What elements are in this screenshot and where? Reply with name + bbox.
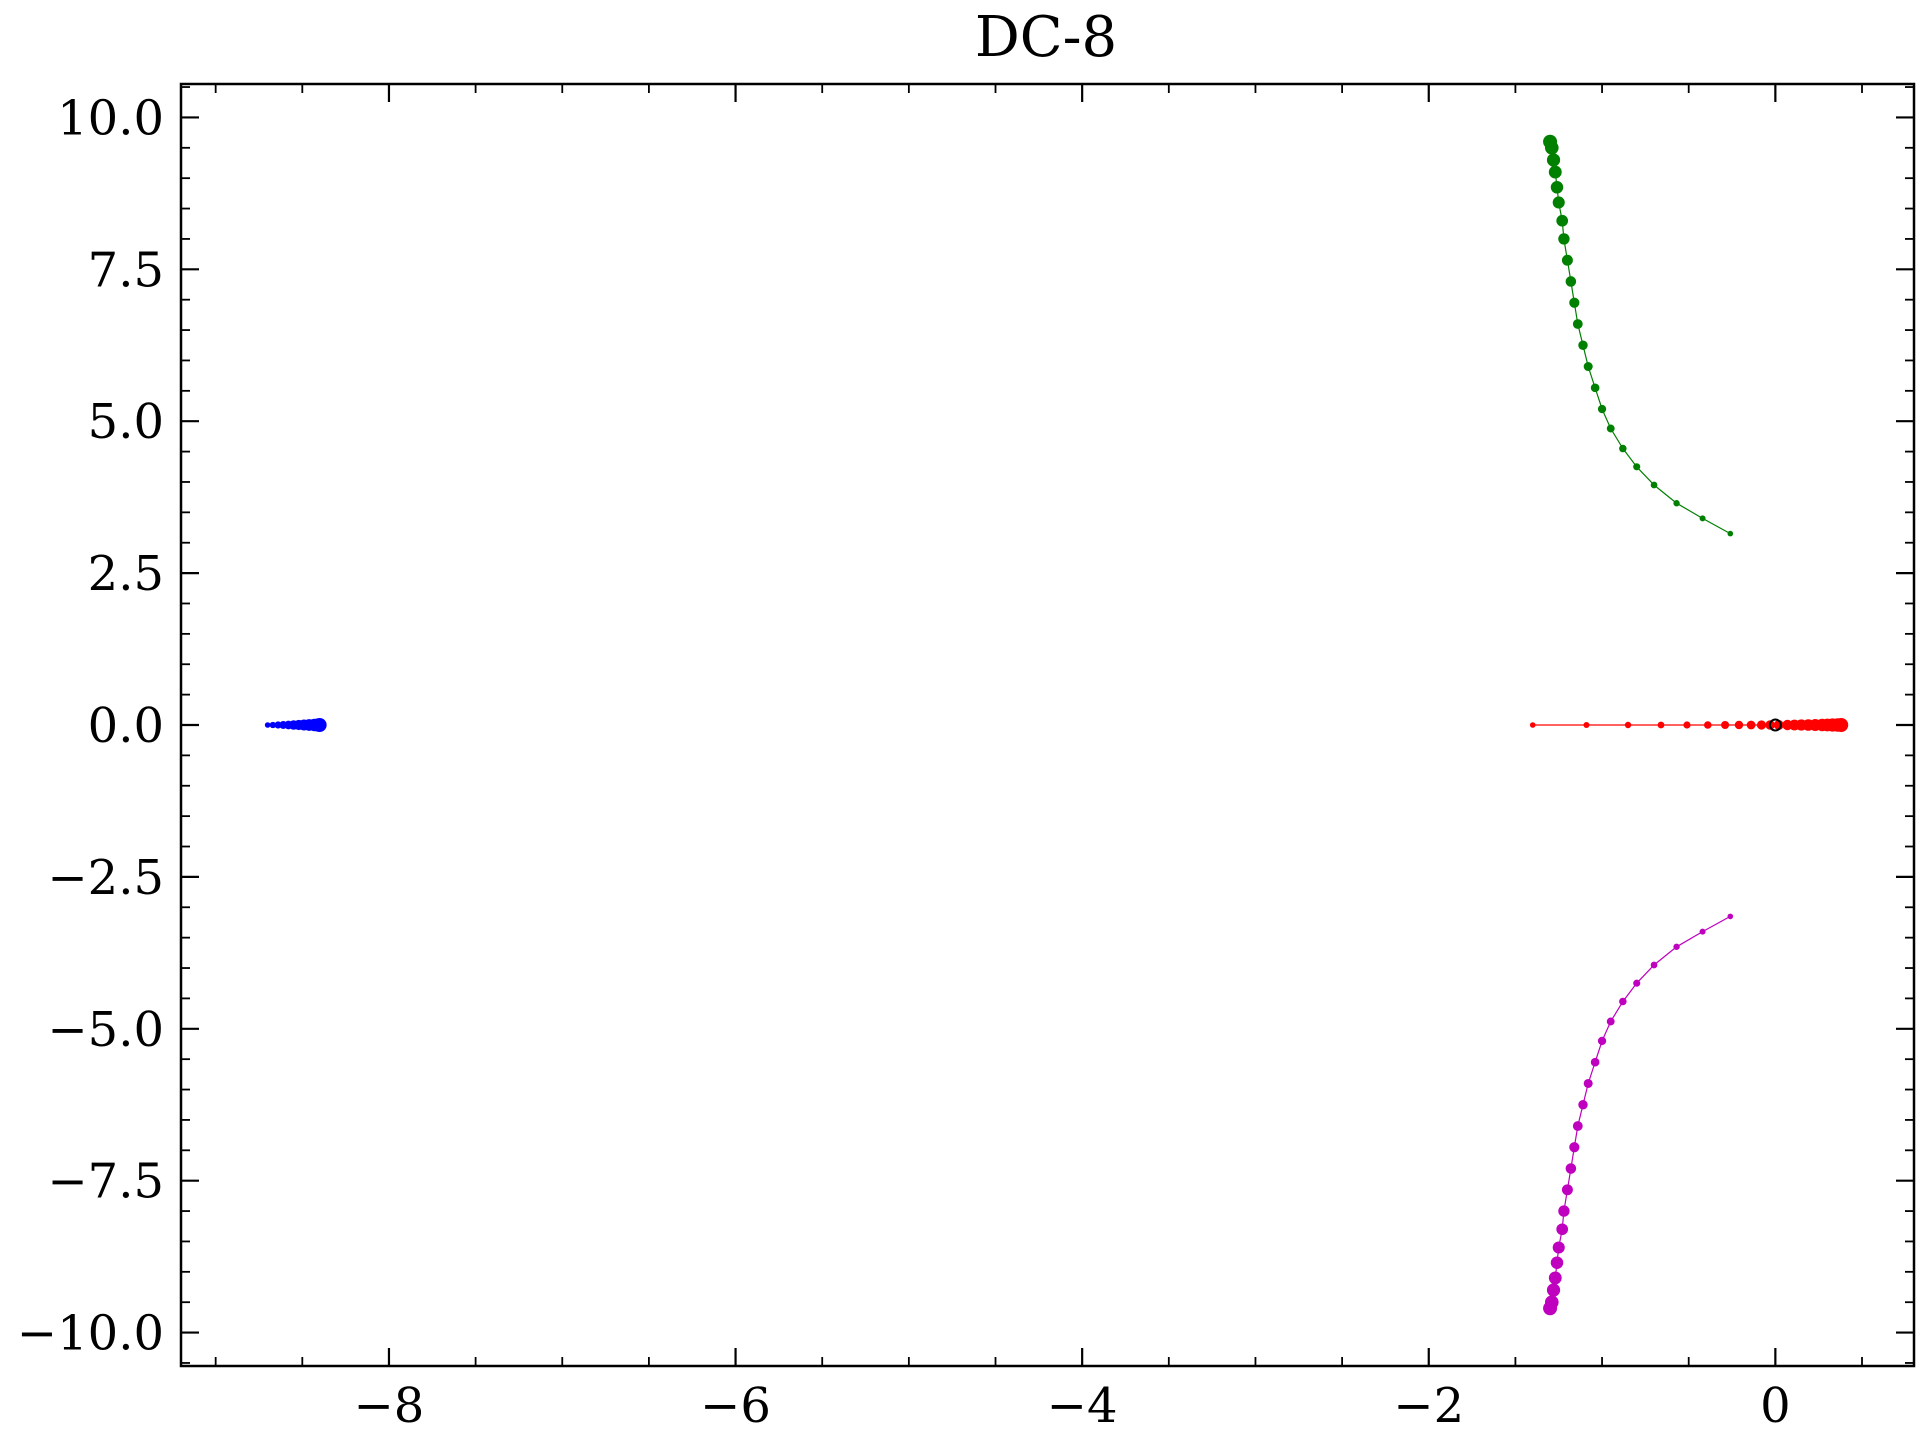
y-tick-label: 0.0 (88, 698, 164, 754)
x-tick-label: 0 (1760, 1378, 1791, 1434)
major-ticks (181, 84, 1914, 1366)
data-point (1583, 1078, 1593, 1088)
data-point (1673, 500, 1680, 507)
data-point (312, 718, 327, 732)
data-point (1550, 181, 1564, 194)
y-tick-label: 7.5 (88, 242, 164, 298)
data-point (1597, 1036, 1607, 1046)
data-point (1583, 362, 1593, 372)
data-point (1727, 530, 1734, 537)
y-tick-label: 10.0 (57, 90, 164, 146)
tick-labels: −8 −6 −4 −2 0 10.0 7.5 5.0 2.5 0.0 −2.5 −5.0 −7.5 −10… (17, 90, 1791, 1434)
data-point (1558, 1205, 1570, 1217)
data-point (1578, 1100, 1588, 1110)
data-point (1721, 721, 1730, 729)
data-point (1727, 913, 1734, 920)
series-layer (264, 134, 1849, 1316)
data-point (1633, 979, 1641, 987)
data-point (1558, 233, 1570, 245)
y-tick-label: −5.0 (47, 1002, 164, 1058)
plot-frame (179, 82, 1916, 1368)
data-point (1561, 254, 1573, 266)
data-point (1683, 721, 1691, 729)
data-point (1561, 1184, 1573, 1196)
data-point (1746, 720, 1756, 730)
data-point (269, 721, 277, 729)
data-point (1556, 1223, 1569, 1236)
y-tick-label: −2.5 (47, 850, 164, 906)
data-point (1619, 997, 1627, 1006)
data-point (1606, 1017, 1615, 1026)
x-tick-label: −8 (354, 1378, 425, 1434)
series-1 (1529, 718, 1849, 732)
data-point (1569, 297, 1580, 308)
data-point (1546, 1283, 1561, 1297)
chart-title: DC-8 (975, 5, 1117, 70)
data-point (1543, 1301, 1558, 1316)
data-point (1834, 718, 1849, 732)
data-point (1565, 1163, 1577, 1174)
y-tick-label: 2.5 (88, 546, 164, 602)
data-point (1703, 721, 1712, 729)
data-point (1550, 1256, 1564, 1269)
data-point (1556, 214, 1569, 227)
data-point (1699, 928, 1706, 935)
data-point (1529, 722, 1536, 728)
data-point (1734, 720, 1744, 730)
data-point (1548, 1271, 1562, 1285)
data-point (1552, 196, 1565, 209)
data-point (1572, 1121, 1583, 1131)
data-point (1606, 424, 1615, 433)
x-tick-label: −4 (1047, 1378, 1118, 1434)
data-point (1624, 721, 1632, 729)
series-line (1549, 141, 1731, 535)
data-point (1572, 319, 1583, 329)
data-point (1619, 444, 1627, 453)
annotation-layer (1768, 718, 1782, 732)
y-tick-label: −7.5 (47, 1154, 164, 1210)
data-point (1578, 340, 1588, 350)
data-point (1569, 1142, 1580, 1153)
x-tick-label: −2 (1393, 1378, 1464, 1434)
data-point (1673, 943, 1680, 950)
x-tick-label: −6 (700, 1378, 771, 1434)
data-point (1590, 1057, 1600, 1067)
series-line (1549, 915, 1731, 1309)
data-point (1590, 383, 1600, 393)
data-point (1633, 463, 1641, 471)
data-point (1756, 720, 1767, 730)
data-point (1650, 961, 1658, 969)
data-point (1597, 404, 1607, 414)
series-3 (1543, 913, 1734, 1316)
series-2 (1543, 134, 1734, 537)
y-tick-label: 5.0 (88, 394, 164, 450)
data-point (1543, 134, 1558, 149)
data-point (1650, 481, 1658, 489)
y-tick-label: −10.0 (17, 1306, 164, 1362)
origin-marker (1768, 718, 1782, 732)
data-point (1552, 1241, 1565, 1254)
data-point (1548, 165, 1562, 179)
data-point (1565, 276, 1577, 287)
data-point (1657, 721, 1665, 729)
series-0 (264, 718, 327, 732)
data-point (1583, 722, 1590, 728)
data-point (264, 722, 271, 728)
data-point (1699, 515, 1706, 522)
data-point (1546, 153, 1561, 167)
minor-ticks (181, 84, 1914, 1366)
